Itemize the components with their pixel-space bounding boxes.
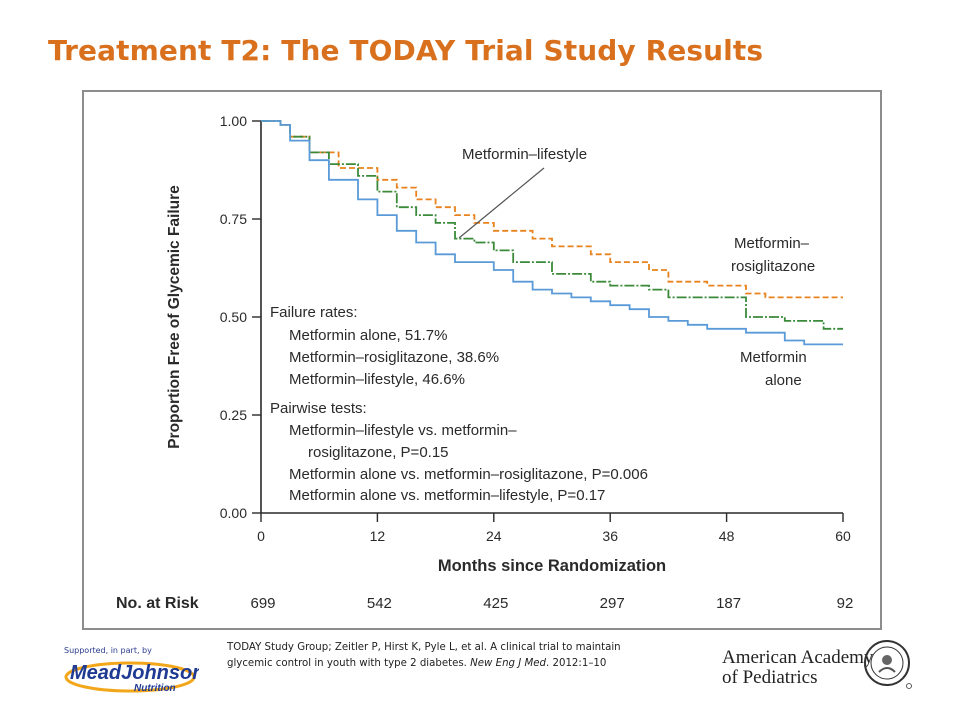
series-line-3 <box>261 120 843 346</box>
y-tick-label: 0.75 <box>220 211 247 227</box>
aap-line-2: of Pediatrics <box>722 667 818 688</box>
sponsor-caption: Supported, in part, by <box>64 646 152 655</box>
label-rosiglitazone-line1: Metformin– <box>734 235 810 252</box>
callout-leader <box>458 167 545 239</box>
y-tick-label: 0.00 <box>220 505 247 521</box>
pairwise-header: Pairwise tests: <box>270 400 367 417</box>
at-risk-value: 542 <box>367 595 392 612</box>
x-tick-label: 48 <box>719 528 735 544</box>
at-risk-value: 187 <box>716 595 741 612</box>
pairwise-test-2: Metformin alone vs. metformin–rosiglitaz… <box>289 466 648 483</box>
series-line-1 <box>261 120 843 299</box>
y-tick-label: 0.50 <box>220 309 247 325</box>
y-axis-label: Proportion Free of Glycemic Failure <box>166 185 183 449</box>
stats-block: Failure rates: Metformin alone, 51.7% Me… <box>270 304 648 504</box>
y-tick-label: 1.00 <box>220 113 247 129</box>
failure-rates-header: Failure rates: <box>270 304 358 321</box>
callout-label: Metformin–lifestyle <box>462 146 587 163</box>
x-tick-label: 0 <box>257 528 265 544</box>
slide-title: Treatment T2: The TODAY Trial Study Resu… <box>48 34 764 67</box>
citation-line-1: TODAY Study Group; Zeitler P, Hirst K, P… <box>227 642 621 653</box>
label-alone-line1: Metformin <box>740 349 807 366</box>
aap-line-1: American Academy <box>722 647 874 668</box>
x-tick-label: 60 <box>835 528 851 544</box>
citation-journal: New Eng J Med <box>470 658 546 669</box>
label-alone-line2: alone <box>765 372 802 389</box>
at-risk-values: 699 542 425 297 187 92 <box>250 595 853 612</box>
failure-rate-rosiglitazone: Metformin–rosiglitazone, 38.6% <box>289 349 499 366</box>
pairwise-test-3: Metformin alone vs. metformin–lifestyle,… <box>289 487 605 504</box>
at-risk-value: 425 <box>483 595 508 612</box>
x-tick-label: 24 <box>486 528 502 544</box>
citation: TODAY Study Group; Zeitler P, Hirst K, P… <box>227 640 697 672</box>
citation-text: glycemic control in youth with type 2 di… <box>227 658 471 669</box>
figure-frame <box>82 90 882 630</box>
series-line-2 <box>261 120 843 330</box>
citation-line-2: glycemic control in youth with type 2 di… <box>227 656 697 672</box>
failure-rate-lifestyle: Metformin–lifestyle, 46.6% <box>289 371 465 388</box>
y-tick-label: 0.25 <box>220 407 247 423</box>
survival-curves <box>261 120 843 346</box>
aap-wordmark: American Academy of Pediatrics <box>722 648 873 688</box>
label-rosiglitazone-line2: rosiglitazone <box>731 258 815 275</box>
sponsor-brand-sub: Nutrition <box>134 683 176 694</box>
x-ticks: 0 12 24 36 48 60 <box>257 513 851 544</box>
at-risk-value: 699 <box>250 595 275 612</box>
km-chart: 0.00 0.25 0.50 0.75 1.00 0 12 24 36 48 60 Proport… <box>116 113 853 612</box>
sponsor-logo: Supported, in part, by MeadJohnson Nutri… <box>64 646 204 696</box>
citation-pages: . 2012:1–10 <box>546 658 607 669</box>
meadjohnson-logo-mark: MeadJohnson Nutrition <box>64 661 204 694</box>
at-risk-value: 297 <box>600 595 625 612</box>
failure-rate-alone: Metformin alone, 51.7% <box>289 327 447 344</box>
pairwise-test-1a: Metformin–lifestyle vs. metformin– <box>289 422 517 439</box>
sponsor-brand: MeadJohnson <box>70 662 199 684</box>
x-axis-label: Months since Randomization <box>438 557 666 575</box>
x-tick-label: 12 <box>370 528 386 544</box>
pairwise-test-1b: rosiglitazone, P=0.15 <box>308 444 449 461</box>
y-ticks: 0.00 0.25 0.50 0.75 1.00 <box>220 113 261 521</box>
at-risk-label: No. at Risk <box>116 595 199 612</box>
at-risk-value: 92 <box>837 595 854 612</box>
aap-seal-icon <box>864 640 912 689</box>
x-tick-label: 36 <box>602 528 618 544</box>
